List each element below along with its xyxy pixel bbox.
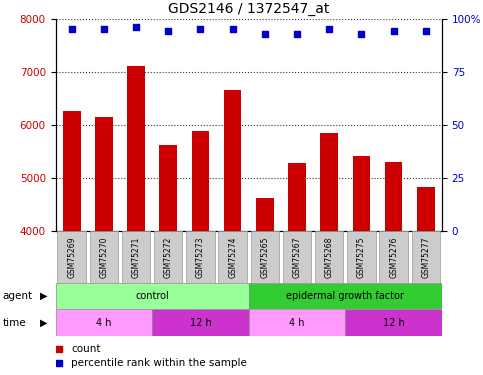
- Point: [132, 24, 140, 30]
- Bar: [347, 231, 376, 283]
- Text: GSM75271: GSM75271: [131, 236, 141, 278]
- Text: ▶: ▶: [40, 291, 47, 301]
- Text: epidermal growth factor: epidermal growth factor: [286, 291, 404, 301]
- Text: GSM75276: GSM75276: [389, 236, 398, 278]
- Text: 4 h: 4 h: [96, 318, 112, 327]
- Text: GSM75272: GSM75272: [164, 236, 173, 278]
- Point: [100, 26, 108, 32]
- Bar: [315, 231, 343, 283]
- Text: GSM75277: GSM75277: [421, 236, 430, 278]
- Bar: [345, 309, 442, 336]
- Text: 4 h: 4 h: [289, 318, 305, 327]
- Text: GSM75265: GSM75265: [260, 236, 270, 278]
- Text: control: control: [135, 291, 169, 301]
- Text: GSM75268: GSM75268: [325, 236, 334, 278]
- Point: [293, 31, 301, 37]
- Text: percentile rank within the sample: percentile rank within the sample: [71, 358, 247, 368]
- Text: count: count: [71, 344, 100, 354]
- Text: 12 h: 12 h: [383, 318, 405, 327]
- Text: GSM75270: GSM75270: [99, 236, 108, 278]
- Bar: [186, 231, 214, 283]
- Bar: [249, 283, 442, 309]
- Point: [164, 28, 172, 34]
- Bar: [283, 231, 311, 283]
- Bar: [249, 309, 345, 336]
- Bar: [192, 131, 209, 231]
- Bar: [127, 66, 145, 231]
- Text: GSM75267: GSM75267: [293, 236, 301, 278]
- Bar: [63, 111, 81, 231]
- Bar: [385, 162, 402, 231]
- Bar: [412, 231, 440, 283]
- Point: [390, 28, 398, 34]
- Point: [422, 28, 430, 34]
- Bar: [224, 90, 242, 231]
- Point: [357, 31, 365, 37]
- Bar: [288, 164, 306, 231]
- Text: time: time: [2, 318, 26, 327]
- Text: GSM75273: GSM75273: [196, 236, 205, 278]
- Bar: [154, 231, 183, 283]
- Text: 12 h: 12 h: [189, 318, 212, 327]
- Bar: [90, 231, 118, 283]
- Bar: [122, 231, 150, 283]
- Text: GSM75269: GSM75269: [67, 236, 76, 278]
- Point: [229, 26, 237, 32]
- Bar: [256, 198, 274, 231]
- Text: GSM75274: GSM75274: [228, 236, 237, 278]
- Point: [326, 26, 333, 32]
- Bar: [417, 187, 435, 231]
- Point: [197, 26, 204, 32]
- Bar: [380, 231, 408, 283]
- Title: GDS2146 / 1372547_at: GDS2146 / 1372547_at: [168, 2, 329, 16]
- Bar: [353, 156, 370, 231]
- Bar: [57, 231, 86, 283]
- Bar: [152, 309, 249, 336]
- Point: [280, 274, 288, 280]
- Bar: [159, 145, 177, 231]
- Bar: [251, 231, 279, 283]
- Bar: [320, 133, 338, 231]
- Point: [261, 31, 269, 37]
- Point: [68, 26, 75, 32]
- Point: [280, 152, 288, 158]
- Bar: [56, 309, 152, 336]
- Bar: [95, 117, 113, 231]
- Text: GSM75275: GSM75275: [357, 236, 366, 278]
- Text: agent: agent: [2, 291, 32, 301]
- Text: ▶: ▶: [40, 318, 47, 327]
- Bar: [218, 231, 247, 283]
- Bar: [56, 283, 249, 309]
